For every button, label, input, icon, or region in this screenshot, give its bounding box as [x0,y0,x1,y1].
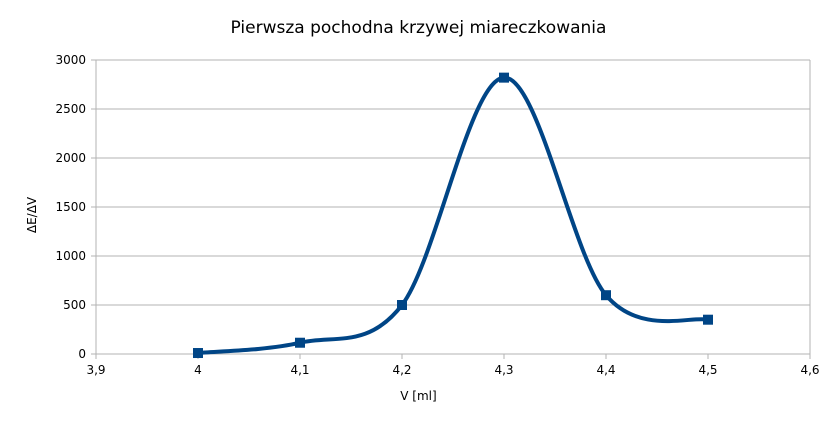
data-point-marker [703,314,713,325]
data-point-marker [397,300,407,310]
y-tick-labels: 0 500 1000 1500 2000 2500 3000 [55,53,86,361]
data-point-marker [193,348,203,359]
y-tick-label: 1500 [55,200,86,214]
x-tick-label: 4,5 [698,363,717,377]
y-tick-label: 1000 [55,249,86,263]
data-point-marker [499,72,509,83]
x-tick-label: 4,3 [494,363,513,377]
x-axis-label: V [ml] [400,389,437,403]
x-tick-label: 3,9 [86,363,105,377]
y-tick-label: 0 [78,347,86,361]
data-series [193,72,713,359]
x-tick-label: 4 [194,363,202,377]
chart-title: Pierwsza pochodna krzywej miareczkowania [230,18,607,38]
x-tick-labels: 3,9 4 4,1 4,2 4,3 4,4 4,5 4,6 [86,363,819,377]
y-tick-label: 3000 [55,53,86,67]
y-tick-label: 2000 [55,151,86,165]
x-tick-label: 4,1 [290,363,309,377]
data-point-marker [601,290,611,301]
x-tick-label: 4,6 [800,363,819,377]
y-tick-label: 500 [63,298,86,312]
x-tick-label: 4,4 [596,363,615,377]
axes [95,60,811,359]
y-tick-label: 2500 [55,102,86,116]
data-point-marker [295,337,305,348]
x-tick-label: 4,2 [392,363,411,377]
